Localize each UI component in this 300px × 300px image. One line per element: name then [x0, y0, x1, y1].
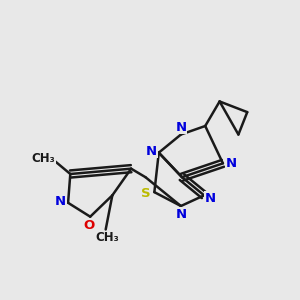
Text: N: N: [55, 195, 66, 208]
Text: O: O: [83, 218, 94, 232]
Text: S: S: [141, 187, 151, 200]
Text: N: N: [226, 157, 237, 170]
Text: CH₃: CH₃: [32, 152, 55, 165]
Text: CH₃: CH₃: [95, 231, 119, 244]
Text: N: N: [146, 145, 157, 158]
Text: N: N: [205, 192, 216, 205]
Text: N: N: [176, 208, 187, 221]
Text: N: N: [175, 121, 187, 134]
